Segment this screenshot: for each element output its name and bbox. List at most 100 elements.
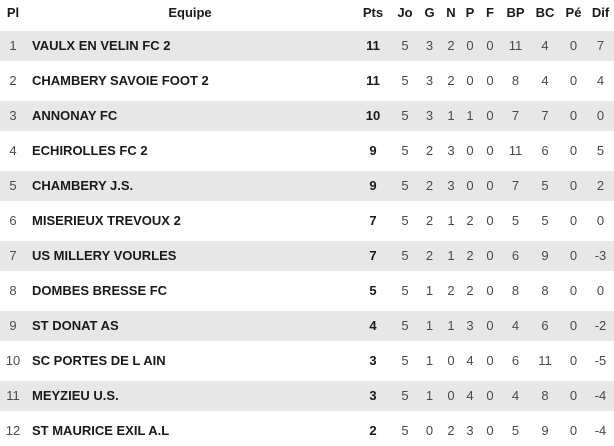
points-cell: 11 (366, 73, 380, 88)
points-cell: 3 (369, 388, 377, 403)
table-row[interactable]: 1 VAULX EN VELIN FC 2 11 5 3 2 0 0 11 4 … (0, 31, 614, 61)
goal-diff-cell: -3 (594, 248, 607, 263)
table-row[interactable]: 12 ST MAURICE EXIL A.L 2 5 0 2 3 0 5 9 0… (0, 416, 614, 446)
losses-cell: 3 (466, 423, 474, 438)
goals-against-cell: 9 (541, 423, 549, 438)
table-row[interactable]: 8 DOMBES BRESSE FC 5 5 1 2 2 0 8 8 0 0 (0, 276, 614, 306)
penalty-cell: 0 (569, 143, 578, 158)
played-cell: 5 (401, 143, 409, 158)
losses-cell: 0 (466, 73, 474, 88)
wins-cell: 1 (425, 318, 434, 333)
played-cell: 5 (401, 213, 409, 228)
goals-for-cell: 5 (511, 423, 520, 438)
team-name[interactable]: DOMBES BRESSE FC (32, 283, 168, 298)
draws-cell: 1 (447, 248, 455, 263)
goals-against-cell: 4 (541, 73, 549, 88)
goals-for-cell: 11 (508, 143, 523, 158)
table-row[interactable]: 6 MISERIEUX TREVOUX 2 7 5 2 1 2 0 5 5 0 … (0, 206, 614, 236)
rank-cell: 5 (9, 178, 17, 193)
forfeits-cell: 0 (486, 108, 494, 123)
team-name[interactable]: ECHIROLLES FC 2 (32, 143, 148, 158)
goals-for-cell: 6 (511, 353, 520, 368)
forfeits-cell: 0 (486, 73, 494, 88)
col-header-losses: P (465, 5, 475, 20)
team-name[interactable]: SC PORTES DE L AIN (32, 353, 166, 368)
goal-diff-cell: 4 (596, 73, 605, 88)
points-cell: 9 (369, 178, 377, 193)
col-header-goals-for: BP (506, 5, 525, 20)
goal-diff-cell: 2 (596, 178, 605, 193)
forfeits-cell: 0 (486, 388, 494, 403)
rank-cell: 8 (9, 283, 17, 298)
goal-diff-cell: 0 (596, 283, 605, 298)
wins-cell: 3 (425, 38, 434, 53)
goals-against-cell: 6 (541, 143, 549, 158)
rank-cell: 3 (9, 108, 17, 123)
played-cell: 5 (401, 283, 409, 298)
table-header-row: Pl Equipe Pts Jo G N P F BP BC Pé Dif (0, 0, 614, 26)
wins-cell: 1 (425, 353, 434, 368)
penalty-cell: 0 (569, 213, 578, 228)
goals-against-cell: 6 (541, 318, 549, 333)
col-header-team: Equipe (168, 5, 212, 20)
table-row[interactable]: 4 ECHIROLLES FC 2 9 5 2 3 0 0 11 6 0 5 (0, 136, 614, 166)
team-name[interactable]: VAULX EN VELIN FC 2 (32, 38, 171, 53)
table-row[interactable]: 3 ANNONAY FC 10 5 3 1 1 0 7 7 0 0 (0, 101, 614, 131)
team-name[interactable]: US MILLERY VOURLES (32, 248, 177, 263)
played-cell: 5 (401, 108, 409, 123)
team-name[interactable]: CHAMBERY J.S. (32, 178, 134, 193)
draws-cell: 2 (447, 283, 455, 298)
rank-cell: 7 (9, 248, 17, 263)
losses-cell: 2 (466, 283, 474, 298)
draws-cell: 2 (447, 423, 455, 438)
played-cell: 5 (401, 38, 409, 53)
table-row[interactable]: 10 SC PORTES DE L AIN 3 5 1 0 4 0 6 11 0… (0, 346, 614, 376)
team-name[interactable]: CHAMBERY SAVOIE FOOT 2 (32, 73, 209, 88)
goals-against-cell: 9 (541, 248, 549, 263)
draws-cell: 0 (447, 388, 455, 403)
forfeits-cell: 0 (486, 248, 494, 263)
forfeits-cell: 0 (486, 213, 494, 228)
team-name[interactable]: ST MAURICE EXIL A.L (32, 423, 170, 438)
points-cell: 9 (369, 143, 377, 158)
table-row[interactable]: 2 CHAMBERY SAVOIE FOOT 2 11 5 3 2 0 0 8 … (0, 66, 614, 96)
losses-cell: 0 (466, 178, 474, 193)
penalty-cell: 0 (569, 318, 578, 333)
table-row[interactable]: 5 CHAMBERY J.S. 9 5 2 3 0 0 7 5 0 2 (0, 171, 614, 201)
draws-cell: 0 (447, 353, 455, 368)
col-header-rank: Pl (6, 5, 20, 20)
penalty-cell: 0 (569, 248, 578, 263)
team-name[interactable]: ST DONAT AS (32, 318, 119, 333)
team-name[interactable]: MEYZIEU U.S. (32, 388, 119, 403)
wins-cell: 3 (425, 108, 434, 123)
goals-against-cell: 7 (541, 108, 549, 123)
goals-against-cell: 8 (541, 283, 549, 298)
played-cell: 5 (401, 318, 409, 333)
goal-diff-cell: 0 (596, 213, 605, 228)
penalty-cell: 0 (569, 108, 578, 123)
rank-cell: 10 (5, 353, 21, 368)
table-row[interactable]: 7 US MILLERY VOURLES 7 5 2 1 2 0 6 9 0 -… (0, 241, 614, 271)
played-cell: 5 (401, 178, 409, 193)
played-cell: 5 (401, 73, 409, 88)
points-cell: 3 (369, 353, 377, 368)
draws-cell: 1 (447, 213, 455, 228)
goals-for-cell: 11 (508, 38, 523, 53)
forfeits-cell: 0 (486, 178, 494, 193)
goals-for-cell: 4 (511, 388, 520, 403)
penalty-cell: 0 (569, 388, 578, 403)
forfeits-cell: 0 (486, 423, 494, 438)
table-row[interactable]: 9 ST DONAT AS 4 5 1 1 3 0 4 6 0 -2 (0, 311, 614, 341)
losses-cell: 1 (466, 108, 474, 123)
losses-cell: 0 (466, 143, 474, 158)
team-name[interactable]: ANNONAY FC (32, 108, 118, 123)
goals-for-cell: 8 (511, 73, 520, 88)
goals-for-cell: 5 (511, 213, 520, 228)
wins-cell: 2 (425, 143, 434, 158)
col-header-goals-against: BC (535, 5, 555, 20)
team-name[interactable]: MISERIEUX TREVOUX 2 (32, 213, 181, 228)
penalty-cell: 0 (569, 423, 578, 438)
col-header-wins: G (424, 5, 435, 20)
table-row[interactable]: 11 MEYZIEU U.S. 3 5 1 0 4 0 4 8 0 -4 (0, 381, 614, 411)
